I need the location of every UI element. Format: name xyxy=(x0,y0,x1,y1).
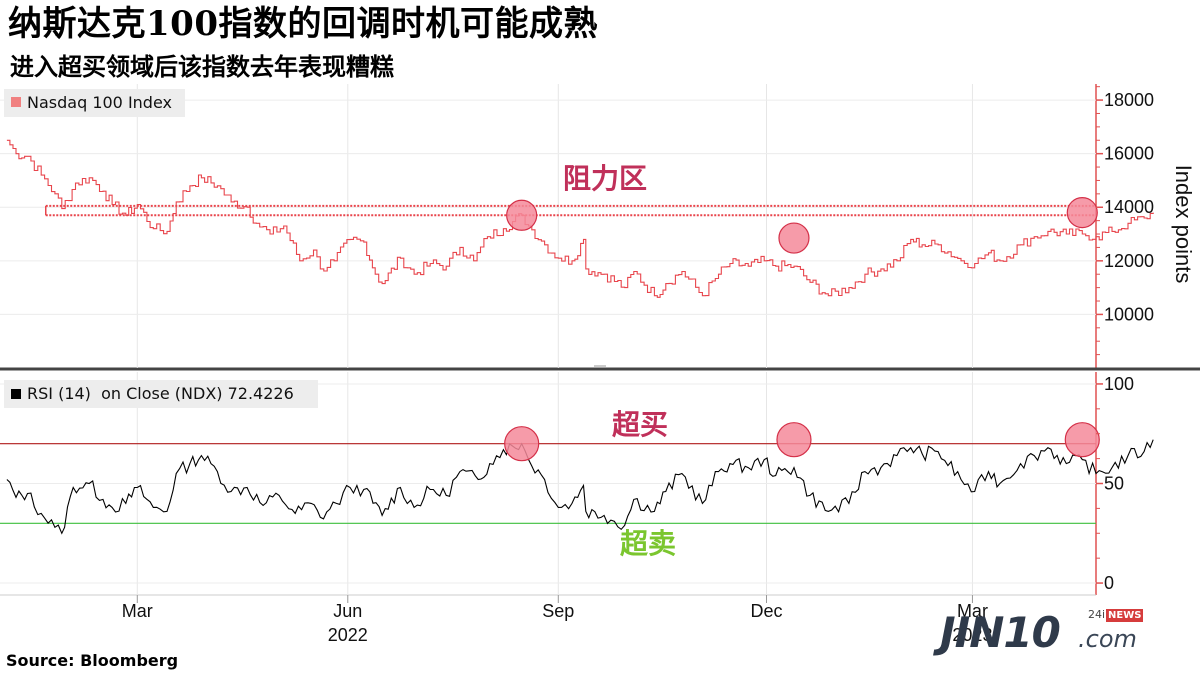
y-tick-label-top: 12000 xyxy=(1104,251,1154,271)
highlight-circle-rsi-1 xyxy=(776,422,812,458)
y-tick-label-top: 18000 xyxy=(1104,90,1154,110)
resistance-zone-label: 阻力区 xyxy=(563,162,647,195)
axis-layer: Mar Jun Sep Dec Mar 2022 2023 10000 12000 14000 16… xyxy=(122,86,1154,645)
y-tick-label-bottom: 0 xyxy=(1104,573,1114,593)
highlight-circle-rsi-2 xyxy=(1064,422,1100,458)
x-tick-label-2: Sep xyxy=(542,601,574,621)
x-year-label-0: 2022 xyxy=(328,625,368,645)
chart-title: 纳斯达克100指数的回调时机可能成熟 xyxy=(8,4,598,44)
highlight-circle-top-1 xyxy=(778,222,810,254)
overbought-label: 超买 xyxy=(612,408,668,441)
y-tick-label-top: 14000 xyxy=(1104,197,1154,217)
source-note: Source: Bloomberg xyxy=(6,651,179,670)
highlight-layer xyxy=(504,197,1100,462)
legend-label-index: Nasdaq 100 Index xyxy=(27,93,172,112)
x-tick-label-3: Dec xyxy=(751,601,783,621)
highlight-circle-top-0 xyxy=(506,199,538,231)
x-tick-label-4: Mar xyxy=(957,601,988,621)
legend-bottom: RSI (14) on Close (NDX) 72.4226 xyxy=(4,380,318,408)
zone-layer xyxy=(0,204,1097,524)
oversold-label: 超卖 xyxy=(620,527,676,560)
watermark-badge-num: 24i xyxy=(1088,608,1106,621)
series-layer xyxy=(6,139,1154,535)
index-series-line xyxy=(6,139,1154,298)
y-axis-title: Index points xyxy=(1171,165,1196,284)
legend-top: Nasdaq 100 Index xyxy=(4,89,185,117)
x-year-label-1: 2023 xyxy=(952,625,992,645)
legend-swatch-index xyxy=(11,97,21,107)
grid-layer xyxy=(0,84,1096,595)
highlight-circle-top-2 xyxy=(1066,197,1098,229)
y-tick-label-top: 10000 xyxy=(1104,304,1154,324)
legend-swatch-rsi xyxy=(11,389,21,399)
watermark-badge: NEWS xyxy=(1106,609,1144,622)
watermark-suffix: .com xyxy=(1078,625,1137,653)
highlight-circle-rsi-0 xyxy=(504,426,540,462)
x-tick-label-0: Mar xyxy=(122,601,153,621)
x-tick-label-1: Jun xyxy=(333,601,362,621)
chart-subtitle: 进入超买领域后该指数去年表现糟糕 xyxy=(10,52,394,81)
y-tick-label-bottom: 100 xyxy=(1104,374,1134,394)
y-tick-label-top: 16000 xyxy=(1104,144,1154,164)
watermark-logo: JIN10 24i NEWS .com xyxy=(940,608,1155,666)
rsi-series-line xyxy=(6,439,1154,535)
y-tick-label-bottom: 50 xyxy=(1104,474,1124,494)
watermark-main: JIN10 xyxy=(940,608,1061,657)
legend-label-rsi: RSI (14) on Close (NDX) 72.4226 xyxy=(27,384,294,403)
